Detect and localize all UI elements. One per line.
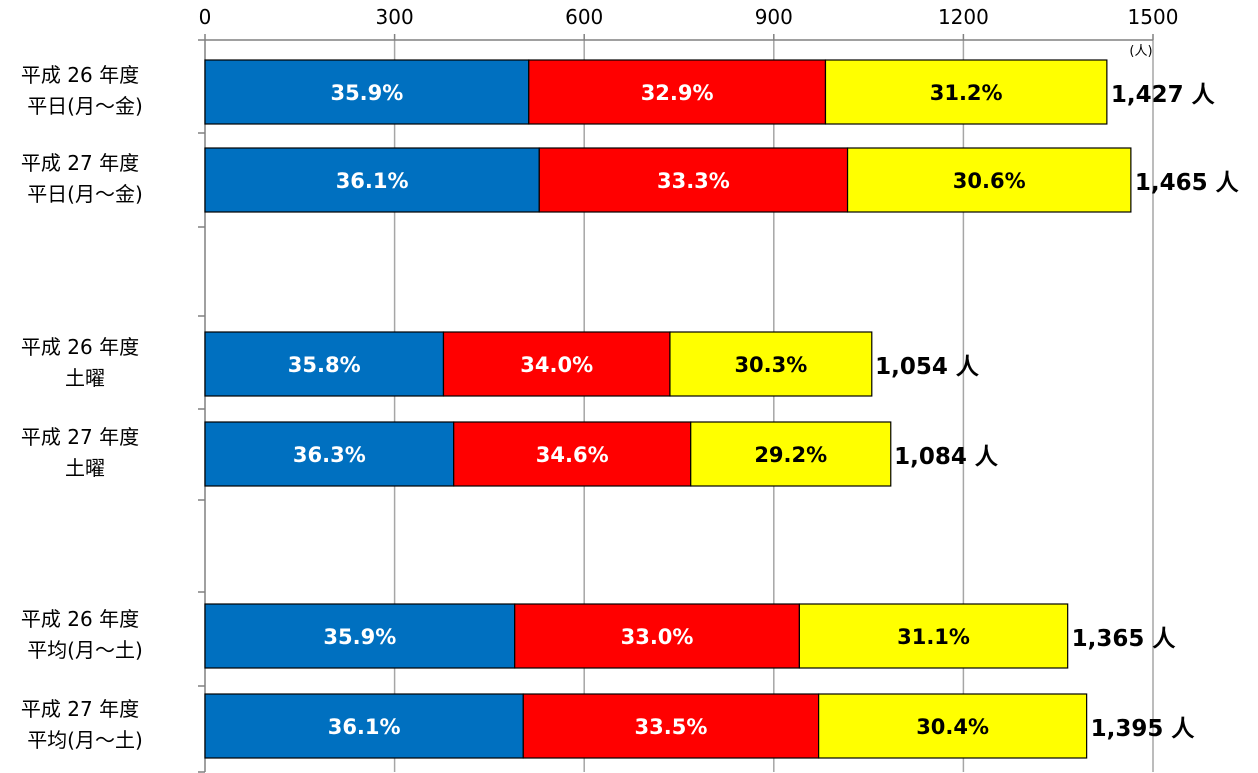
data-label-percent: 36.1% (336, 169, 409, 193)
category-label: 平成 26 年度 (21, 335, 139, 359)
data-label-percent: 35.8% (288, 353, 361, 377)
x-tick-label: 900 (755, 5, 793, 29)
data-label-percent: 34.6% (536, 443, 609, 467)
data-label-total: 1,365 人 (1072, 626, 1177, 652)
bars (204, 59, 1132, 759)
data-label-percent: 34.0% (520, 353, 593, 377)
bar-segment (824, 59, 1108, 125)
bar-segment (204, 147, 540, 213)
bar-segment (528, 59, 827, 125)
category-label: 平日(月～金) (27, 94, 143, 118)
data-label-total: 1,465 人 (1135, 170, 1240, 196)
bar-segment (453, 421, 692, 487)
bar-segment (690, 421, 892, 487)
category-label: 平成 26 年度 (21, 607, 139, 631)
category-label: 土曜 (65, 456, 105, 480)
x-tick-label: 600 (565, 5, 603, 29)
bar-segment (442, 331, 671, 397)
data-label-percent: 35.9% (323, 625, 396, 649)
bar-segment (204, 693, 524, 759)
x-tick-label: 300 (376, 5, 414, 29)
category-label: 平均(月～土) (27, 638, 143, 662)
category-label: 平成 27 年度 (21, 697, 139, 721)
category-label: 平成 26 年度 (21, 63, 139, 87)
bar-segment (204, 59, 530, 125)
data-label-total: 1,084 人 (894, 444, 999, 470)
x-tick-label: 1200 (938, 5, 989, 29)
bar-segment (204, 331, 445, 397)
category-label: 平成 27 年度 (21, 425, 139, 449)
bar-segment (538, 147, 849, 213)
category-label: 平成 27 年度 (21, 151, 139, 175)
data-label-total: 1,054 人 (875, 354, 980, 380)
bar-segment (818, 693, 1088, 759)
x-tick-label: 1500 (1128, 5, 1179, 29)
data-label-percent: 35.9% (330, 81, 403, 105)
data-label-percent: 30.6% (953, 169, 1026, 193)
data-label-percent: 29.2% (754, 443, 827, 467)
data-label-percent: 36.3% (293, 443, 366, 467)
x-unit-label: (人) (1129, 44, 1152, 59)
bar-segment (798, 603, 1069, 669)
bar-segment (514, 603, 800, 669)
data-label-percent: 30.3% (734, 353, 807, 377)
data-label-total: 1,427 人 (1111, 82, 1216, 108)
data-label-percent: 33.0% (621, 625, 694, 649)
data-label-percent: 31.2% (930, 81, 1003, 105)
bar-segment (204, 603, 516, 669)
category-label: 平日(月～金) (27, 182, 143, 206)
data-label-percent: 36.1% (328, 715, 401, 739)
data-label-percent: 32.9% (641, 81, 714, 105)
data-label-total: 1,395 人 (1091, 716, 1196, 742)
data-label-percent: 30.4% (916, 715, 989, 739)
data-label-percent: 31.1% (897, 625, 970, 649)
bar-segment (669, 331, 873, 397)
category-label: 土曜 (65, 366, 105, 390)
labels: 0 300 600 900 1200 1500 (人) 35.9% 32.9% 31.2% 1,42… (21, 5, 1240, 752)
category-label: 平均(月～土) (27, 728, 143, 752)
bar-segment (846, 147, 1132, 213)
x-tick-label: 0 (199, 5, 212, 29)
data-label-percent: 33.3% (657, 169, 730, 193)
data-label-percent: 33.5% (635, 715, 708, 739)
bar-segment (204, 421, 455, 487)
